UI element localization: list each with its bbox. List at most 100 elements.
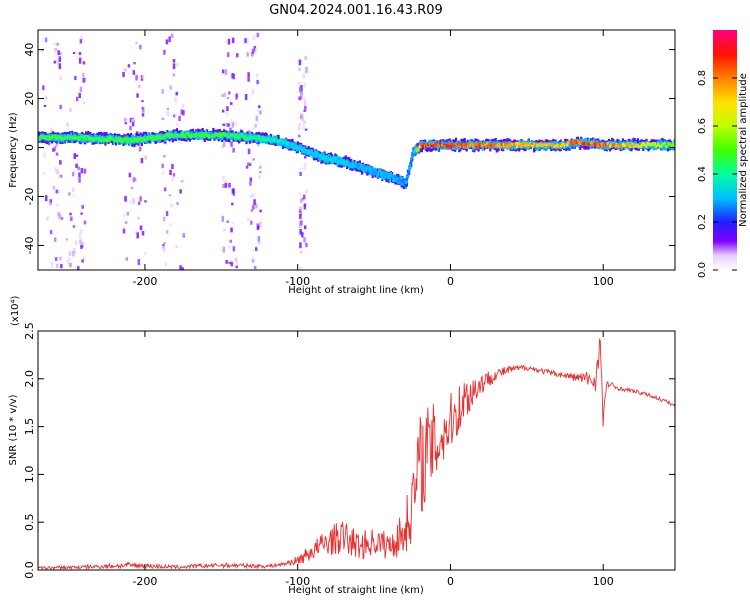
spectrogram-ridge-mark [660,144,663,148]
spectrogram-ridge-mark [182,134,185,138]
spectrogram-noise-mark [77,266,80,270]
spectrogram-noise-mark [256,223,259,227]
spectrogram-ridge-mark [609,144,612,148]
spectrogram-ridge-mark [54,134,57,139]
spectrogram-noise-mark [135,231,138,234]
snr-frame [37,330,676,571]
spectrogram-noise-mark [59,256,62,261]
spectrogram-noise-mark [165,39,169,45]
spectrogram-noise-mark [256,226,260,231]
spectrogram-noise-mark [141,230,145,236]
spectrogram-noise-mark [124,117,127,122]
spectrogram-ridge-mark [644,143,647,147]
spectrogram-ridge-mark [486,141,489,146]
spectrogram-ridge-mark [255,138,258,142]
spectrogram-noise-mark [299,198,303,203]
colorbar-label: Normalized spectral amplitude [738,73,749,227]
spectrogram-noise-mark [305,243,308,248]
spectrogram-noise-mark [172,63,176,70]
spectrogram-noise-mark [141,100,144,103]
spectrogram-noise-mark [79,239,82,245]
spectrogram-noise-mark [299,250,303,254]
spectrogram-ridge-mark [328,158,332,162]
spectrogram-ridge-mark [346,162,349,166]
spectrogram-noise-mark [259,209,262,213]
snr-marks [38,338,675,570]
x-tick-label: 100 [593,275,614,288]
spectrogram-ridge-mark [321,155,324,159]
spectrogram-noise-mark [255,72,259,78]
spectrogram-noise-mark [232,73,236,80]
spectrogram-ridge-mark [84,135,87,139]
spectrogram-noise-mark [165,230,169,234]
spectrogram-ridge-mark [187,133,190,137]
spectrogram-ridge-mark [478,145,481,149]
spectrogram-noise-mark [298,134,301,138]
spectrogram-noise-mark [247,72,250,78]
spectrogram-noise-mark [78,52,82,55]
spectrogram-noise-mark [228,91,231,95]
spectrogram-ridge-mark [87,136,90,142]
spectrogram-noise-mark [138,84,141,88]
spectrogram-ridge-mark [292,143,295,147]
spectrogram-noise-mark [164,262,168,267]
spectrogram-ridge-mark [439,142,442,145]
spectrogram-ridge-mark [602,144,605,148]
spectrogram-noise-mark [227,123,230,127]
spectrogram-ridge-mark [579,141,582,146]
spectrogram-ridge-mark [627,141,630,146]
spectrogram-noise-mark [250,209,254,212]
y-tick-label: 0.5 [23,513,36,531]
spectrogram-ridge-mark [394,175,397,178]
spectrogram-noise-mark [54,167,57,173]
spectrogram-noise-mark [49,199,53,204]
spectrogram-noise-mark [60,263,63,269]
spectrogram-noise-mark [231,122,235,128]
spectrogram-ridge-mark [388,173,391,177]
spectrogram-ridge-mark [193,133,196,137]
spectrogram-noise-mark [68,192,71,196]
spectrogram-ridge-mark [241,133,244,137]
spectrogram-noise-mark [144,155,147,160]
snr-y-label: SNR (10 * v/v) [8,394,19,465]
spectrogram-noise-mark [132,198,135,204]
spectrogram-noise-mark [247,217,250,221]
spectrogram-ridge-mark [181,131,184,136]
spectrogram-noise-mark [132,177,136,183]
spectrogram-noise-mark [49,201,52,206]
spectrogram-noise-mark [83,256,86,260]
spectrogram-noise-mark [72,170,76,173]
spectrogram-noise-mark [221,69,225,74]
spectrogram-ridge-mark [410,157,413,163]
spectrogram-noise-mark [66,259,69,264]
spectrogram-ridge-mark [69,138,72,141]
spectrogram-noise-mark [52,185,56,190]
spectrogram-noise-mark [231,202,234,206]
spectrogram-noise-mark [300,89,303,96]
spectrogram-noise-mark [304,56,307,60]
spectrogram-ridge-mark [526,144,529,149]
spectrogram-ridge-mark [154,137,157,141]
spectrogram-noise-mark [172,59,176,63]
spectrogram-noise-mark [298,192,302,195]
spectrogram-noise-mark [179,189,182,194]
spectrogram-ridge-mark [73,136,76,141]
spectrogram-noise-mark [222,184,225,189]
x-tick-label: -200 [132,575,157,588]
spectrogram-ridge-mark [460,142,463,146]
spectrogram-noise-mark [143,252,147,255]
spectrogram-noise-mark [245,165,249,169]
spectrogram-noise-mark [302,73,305,79]
spectrogram-ridge-mark [56,134,59,139]
spectrogram-noise-mark [299,206,302,211]
spectrogram-ridge-mark [611,142,614,146]
spectrogram-ridge-mark [67,135,71,140]
spectrogram-noise-mark [172,73,176,77]
spectrogram-noise-mark [230,141,233,147]
spectrogram-noise-mark [59,76,62,81]
spectrogram-ridge-mark [483,144,487,147]
spectrogram-noise-mark [127,64,131,68]
spectrogram-noise-mark [163,248,166,253]
spectrogram-ridge-mark [50,135,53,140]
spectrogram-noise-mark [222,175,225,182]
